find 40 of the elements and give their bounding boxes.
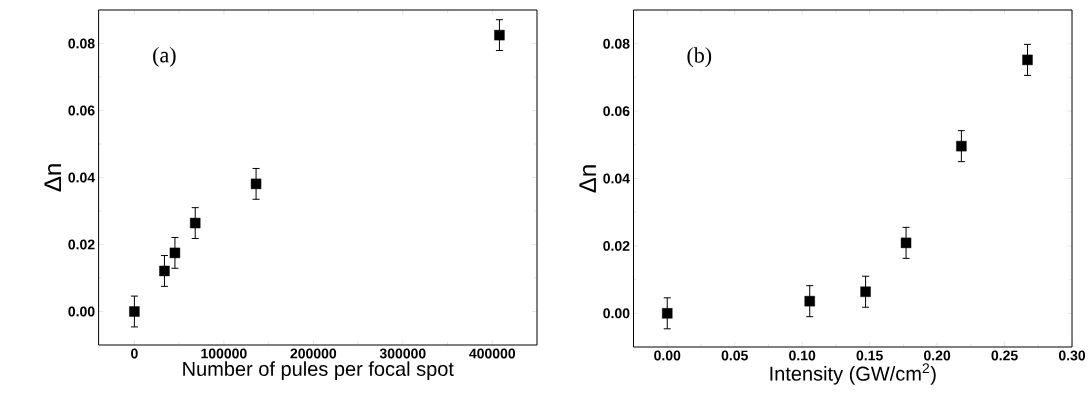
point xyxy=(804,295,815,307)
point xyxy=(159,265,170,277)
point xyxy=(900,237,912,249)
point xyxy=(169,247,181,259)
y-tick-label: 0.02 xyxy=(68,239,95,250)
y-tick-label: 0.08 xyxy=(68,38,95,49)
x-axis-title: Number of pules per focal spot xyxy=(183,361,454,380)
point xyxy=(494,29,505,41)
y-tick-label: 0.04 xyxy=(603,173,630,184)
y-tick-label: 0.06 xyxy=(603,106,630,117)
x-tick-label: 0.25 xyxy=(991,350,1018,361)
x-tick-label: 300000 xyxy=(379,348,426,359)
point xyxy=(1022,54,1033,66)
point xyxy=(190,217,201,229)
y-tick-label: 0.00 xyxy=(68,306,95,317)
x-tick-label: 0.10 xyxy=(789,350,816,361)
x-tick-label: 0.30 xyxy=(1058,350,1086,361)
y-tick-label: 0.04 xyxy=(68,172,96,183)
annotation: (b) xyxy=(687,47,712,68)
x-tick-label: 200000 xyxy=(290,348,337,359)
y-tick-label: 0.00 xyxy=(603,308,630,319)
x-tick-label: 0.20 xyxy=(924,350,951,361)
annotation: (a) xyxy=(153,46,176,67)
point xyxy=(662,308,673,319)
point xyxy=(129,306,140,317)
y-axis-title: Δn xyxy=(44,164,61,192)
x-tick-label: 100000 xyxy=(201,348,247,359)
x-tick-label: 0 xyxy=(131,348,138,359)
x-tick-label: 0.00 xyxy=(654,350,681,361)
y-tick-label: 0.06 xyxy=(68,105,95,116)
x-tick-label: 0.05 xyxy=(721,350,748,361)
y-tick-label: 0.02 xyxy=(603,240,630,251)
point xyxy=(860,286,871,297)
x-axis-title: Intensity (GW/cm$^{2}$) xyxy=(770,363,936,385)
x-tick-label: 0.15 xyxy=(856,350,883,361)
point xyxy=(956,140,967,152)
y-tick-label: 0.08 xyxy=(603,38,630,49)
y-axis-title: Δn xyxy=(579,165,596,193)
x-tick-label: 400000 xyxy=(469,348,516,359)
point xyxy=(250,178,262,190)
